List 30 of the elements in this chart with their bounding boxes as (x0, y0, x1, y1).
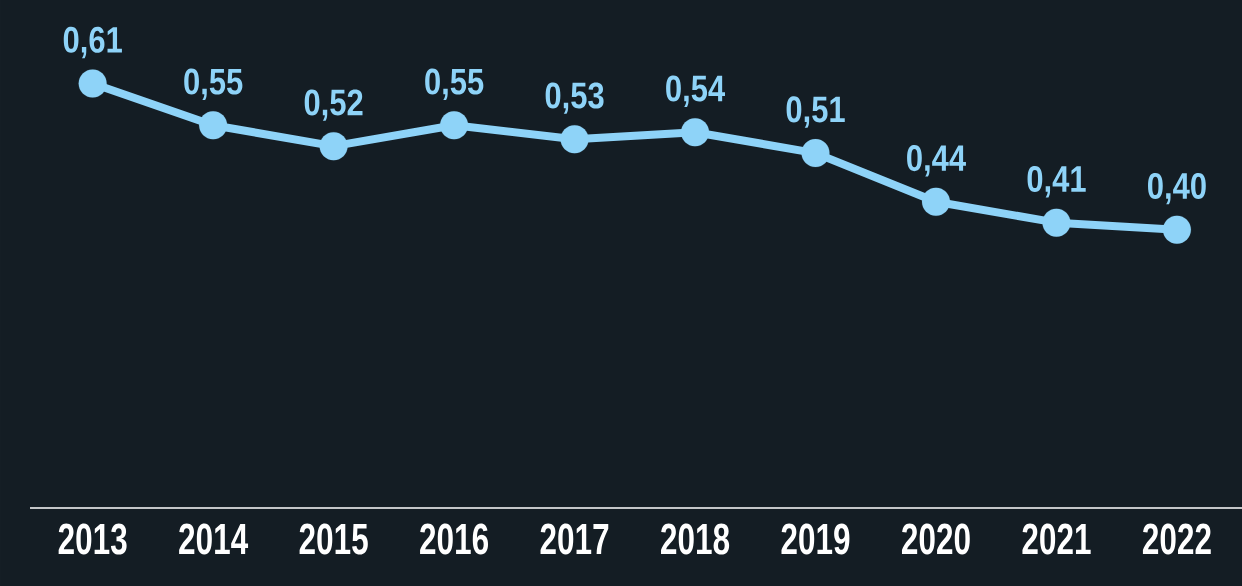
x-tick-label: 2014 (179, 523, 249, 555)
point (78, 69, 107, 98)
data-label: 0,41 (1027, 165, 1086, 198)
x-tick-label: 2017 (540, 523, 609, 555)
x-tick-label: 2015 (299, 523, 368, 555)
data-label: 0,40 (1148, 172, 1206, 205)
x-tick-label: 2020 (901, 523, 970, 555)
data-label: 0,52 (304, 89, 363, 121)
data-label: 0,51 (786, 96, 845, 128)
data-label: 0,55 (425, 68, 484, 100)
point (1162, 215, 1191, 244)
point (319, 132, 348, 161)
point (680, 118, 710, 147)
data-label: 0,54 (666, 75, 725, 107)
data-label: 0,55 (184, 68, 243, 100)
x-tick-label: 2013 (58, 523, 127, 555)
data-label: 0,53 (545, 82, 604, 114)
point (440, 111, 469, 140)
point (560, 125, 589, 154)
x-tick-label: 2021 (1022, 523, 1091, 555)
x-tick-label: 2019 (781, 523, 850, 555)
point (199, 111, 228, 140)
x-tick-label: 2016 (420, 523, 489, 555)
point (921, 187, 951, 216)
point (1042, 208, 1071, 237)
x-tick-label: 2022 (1142, 523, 1211, 555)
data-label: 0,44 (907, 145, 966, 177)
x-tick-label: 2018 (661, 523, 730, 555)
point (801, 139, 830, 168)
data-label: 0,61 (63, 26, 122, 59)
